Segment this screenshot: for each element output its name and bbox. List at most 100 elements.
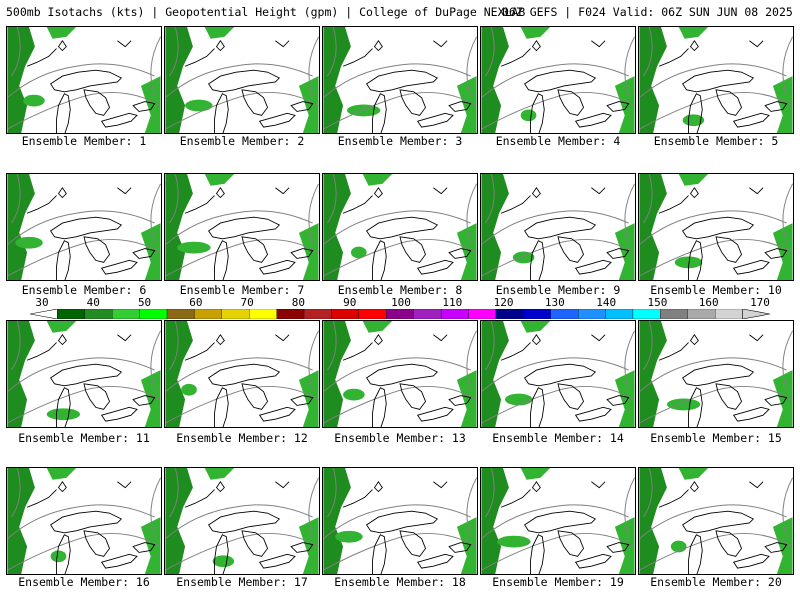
ensemble-panel-9 (480, 173, 636, 281)
coastline (342, 481, 448, 508)
panel-label-5: Ensemble Member: 5 (653, 134, 779, 148)
isotach-fill (181, 383, 197, 396)
coastline (732, 406, 770, 422)
coastline (290, 101, 314, 112)
isotach-fill (678, 174, 709, 186)
coastline (366, 510, 439, 534)
height-contour (639, 385, 793, 424)
height-contour (624, 36, 635, 96)
coastline (57, 39, 67, 52)
coastline (557, 383, 585, 410)
coastline (184, 481, 290, 508)
coastline (732, 553, 770, 569)
isotach-map (7, 27, 161, 133)
height-contour (326, 321, 337, 371)
coastline (56, 240, 71, 280)
coastline (606, 395, 630, 406)
coastline (715, 236, 743, 263)
coastline (208, 69, 281, 93)
isotach-fill (15, 236, 43, 249)
height-contour (642, 321, 653, 371)
coastline (132, 101, 156, 112)
coastline (373, 186, 383, 199)
coastline (290, 542, 314, 553)
coastline (366, 363, 439, 387)
coastline (764, 395, 788, 406)
coastline (56, 387, 71, 427)
isotach-fill (177, 241, 211, 254)
isotach-fill (456, 223, 477, 280)
isotach-fill (46, 321, 77, 333)
coastline (574, 112, 612, 128)
coastline (399, 236, 427, 263)
colorbar-swatch (715, 309, 743, 319)
coastline (689, 480, 699, 493)
coastline (57, 333, 67, 346)
isotach-fill (7, 174, 35, 280)
colorbar-swatch (495, 309, 524, 319)
height-contour (642, 174, 653, 224)
coastline (682, 69, 755, 93)
panel-label-9: Ensemble Member: 9 (495, 283, 621, 297)
colorbar-tick-label: 120 (493, 296, 514, 309)
isotach-fill (46, 468, 77, 480)
coastline (342, 334, 448, 361)
panel-label-2: Ensemble Member: 2 (179, 134, 305, 148)
ensemble-panel-10 (638, 173, 794, 281)
isotach-fill (7, 321, 35, 427)
coastline (372, 93, 387, 133)
panel-label-12: Ensemble Member: 12 (176, 431, 308, 445)
height-contour (484, 468, 495, 518)
coastline (500, 481, 606, 508)
coastline (100, 259, 138, 275)
coastline (208, 363, 281, 387)
panel-label-13: Ensemble Member: 13 (334, 431, 466, 445)
height-contour (624, 183, 635, 243)
isotach-fill (185, 99, 213, 112)
coastline (606, 248, 630, 259)
coastline (531, 39, 541, 52)
isotach-fill (323, 468, 351, 574)
isotach-fill (772, 76, 793, 133)
coastline (574, 259, 612, 275)
coastline (241, 236, 269, 263)
height-contour (7, 63, 155, 99)
coastline (530, 534, 545, 574)
coastline (416, 259, 454, 275)
isotach-fill (298, 517, 319, 574)
isotach-fill (7, 468, 35, 574)
height-contour (481, 504, 629, 540)
height-contour (481, 63, 629, 99)
panel-label-10: Ensemble Member: 10 (650, 283, 782, 297)
height-contour (165, 91, 319, 130)
coastline (658, 187, 764, 214)
coastline (764, 542, 788, 553)
coastline (26, 40, 132, 67)
isotach-fill (520, 321, 551, 333)
coastline (372, 240, 387, 280)
height-contour (484, 321, 495, 371)
isotach-fill (204, 174, 235, 186)
isotach-fill (456, 370, 477, 427)
isotach-fill (323, 174, 351, 280)
coastline (372, 387, 387, 427)
panel-label-11: Ensemble Member: 11 (18, 431, 150, 445)
isotach-fill (456, 517, 477, 574)
isotach-fill (140, 76, 161, 133)
coastline (500, 187, 606, 214)
isotach-map (323, 27, 477, 133)
isotach-fill (335, 530, 363, 543)
height-contour (466, 36, 477, 96)
coastline (290, 395, 314, 406)
coastline (524, 69, 597, 93)
coastline (715, 530, 743, 557)
height-contour (782, 36, 793, 96)
isotach-fill (140, 370, 161, 427)
height-contour (481, 238, 635, 277)
height-contour (168, 321, 179, 371)
coastline (241, 89, 269, 116)
isotach-map (481, 468, 635, 574)
panel-label-14: Ensemble Member: 14 (492, 431, 624, 445)
coastline (399, 530, 427, 557)
colorbar-swatch (194, 309, 223, 319)
